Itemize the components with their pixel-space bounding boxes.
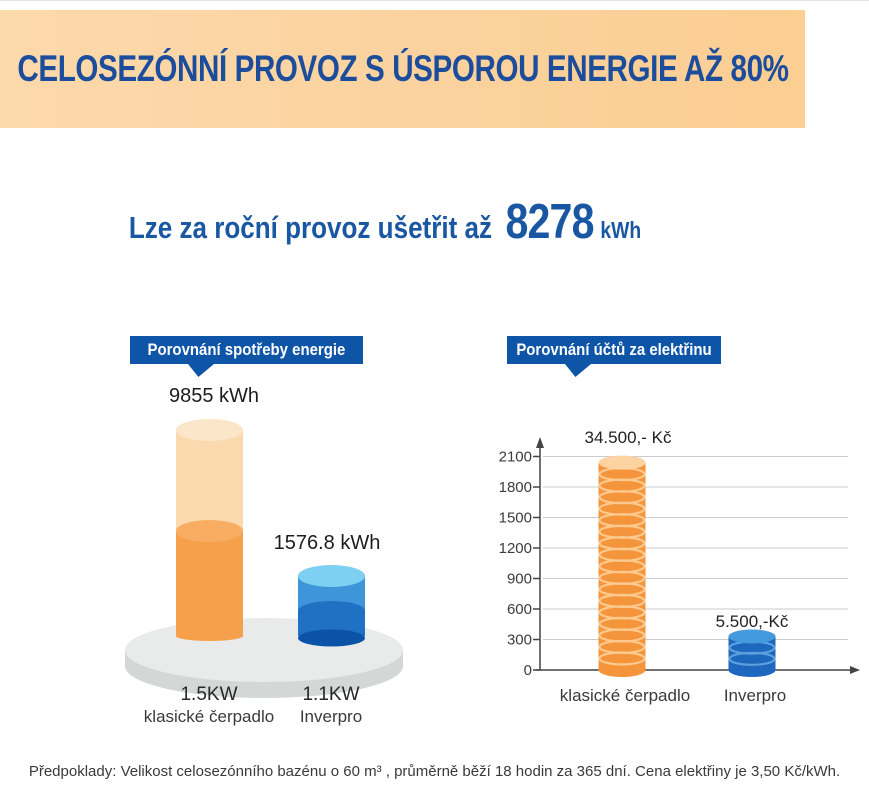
y-axis-arrow-icon [536,437,544,448]
speech-bubble-tail-icon [188,364,214,377]
y-tick-label: 300 [507,632,532,649]
classic-pump-cylinder [176,419,243,641]
banner-title: CELOSEZÓNNÍ PROVOZ S ÚSPOROU ENERGIE AŽ … [16,48,789,89]
category-label-classic: klasické čerpadlo [143,707,275,726]
coin-stack-classic [598,462,646,670]
coin-rim [728,651,776,666]
category-label-inverpro: Inverpro [299,707,363,726]
y-tick-label: 1800 [499,479,532,496]
top-hairline [0,0,869,1]
coin-top-face [728,629,776,644]
coin-stack-inverpro [728,663,776,677]
coin-top-face [598,455,646,470]
cost-value-label-classic: 34.500,- Kč [584,428,672,447]
y-tick-label: 2100 [499,449,532,466]
cost-chart-title: Porovnání účtů za elektřinu [516,340,712,359]
cost-category-label-inverpro: Inverpro [723,686,787,705]
energy-chart-title: Porovnání spotřeby energie [147,340,346,359]
headline-unit: kWh [600,217,642,243]
y-tick-label: 0 [524,662,532,679]
top-banner: CELOSEZÓNNÍ PROVOZ S ÚSPOROU ENERGIE AŽ … [0,10,805,128]
power-label-inverpro: 1.1KW [302,684,360,705]
footer-note: Předpoklady: Velikost celosezónního bazé… [28,763,841,780]
energy-value-label-inverpro: 1576.8 kWh [273,532,381,554]
speech-bubble-tail-icon [565,364,591,377]
cost-category-label-classic: klasické čerpadlo [559,686,691,705]
y-tick-label: 1500 [499,510,532,527]
headline-prefix: Lze za roční provoz ušetřit až [128,210,493,245]
coin-rim [598,651,646,666]
y-tick-label: 1200 [499,540,532,557]
x-axis-arrow-icon [850,666,860,674]
energy-chart-header: Porovnání spotřeby energie [130,336,363,377]
y-tick-label: 900 [507,571,532,588]
coin-stack-classic [598,663,646,677]
energy-chart-svg [125,419,403,698]
energy-value-label-classic: 9855 kWh [168,385,260,407]
headline: Lze za roční provoz ušetřit až 8278 kWh [62,194,709,256]
power-label-classic: 1.5KW [180,684,238,705]
y-tick-label: 600 [507,601,532,618]
cost-chart-svg: 0 300 600 900 1200 1500 1800 2100 [499,437,860,679]
inverpro-cylinder [298,565,365,647]
cost-value-label-inverpro: 5.500,-Kč [715,612,789,631]
cost-chart-header: Porovnání účtů za elektřinu [507,336,721,377]
headline-value: 8278 [505,195,594,249]
